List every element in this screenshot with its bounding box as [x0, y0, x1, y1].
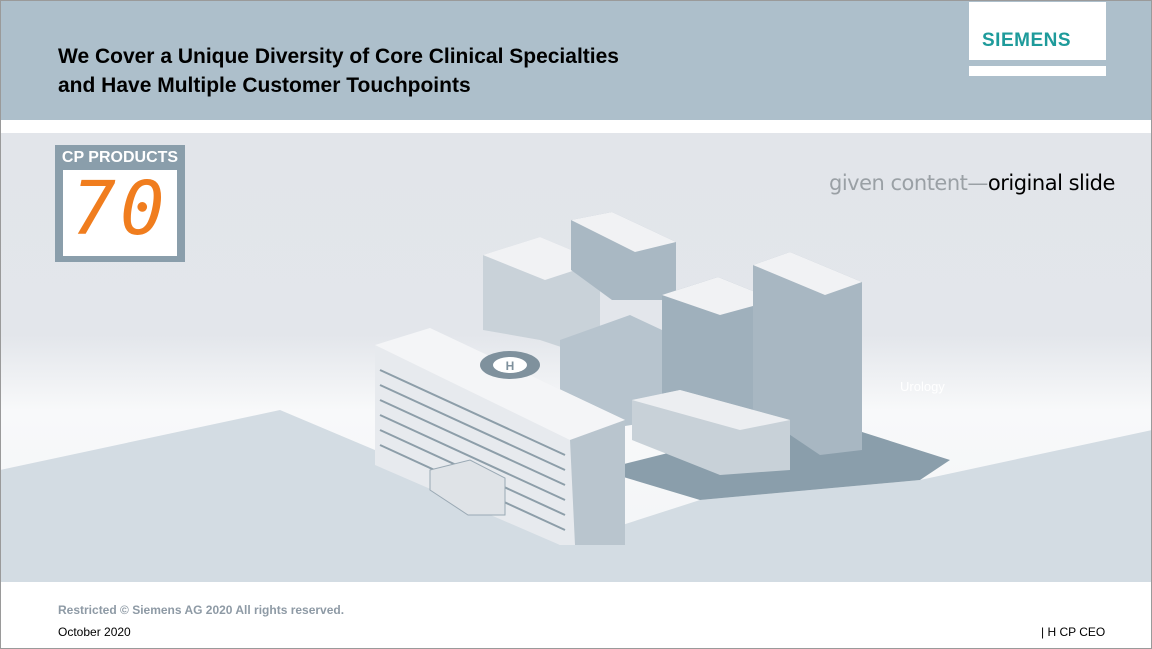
hospital-illustration: H: [0, 212, 1152, 582]
slide-header: We Cover a Unique Diversity of Core Clin…: [0, 0, 1152, 120]
ground-plane: [0, 410, 1152, 582]
caption-gray: given content—: [829, 171, 988, 195]
svg-text:H: H: [506, 359, 515, 373]
faint-label: Urology: [900, 379, 945, 394]
cp-products-badge: CP PRODUCTS 70: [55, 145, 185, 262]
slide-caption: given content—original slide: [829, 171, 1115, 195]
hero-image: H CP PRODUCTS 70 given content—original …: [0, 133, 1152, 582]
badge-display: 70: [63, 166, 177, 256]
logo-text: SIEMENS: [982, 30, 1072, 51]
badge-label: CP PRODUCTS: [61, 149, 179, 166]
copyright-notice: Restricted © Siemens AG 2020 All rights …: [58, 603, 345, 617]
badge-number: 70: [71, 166, 169, 252]
slide-title: We Cover a Unique Diversity of Core Clin…: [58, 42, 619, 100]
title-line-1: We Cover a Unique Diversity of Core Clin…: [58, 45, 619, 68]
footer-department: | H CP CEO: [1041, 625, 1106, 639]
siemens-logo: SIEMENS: [969, 2, 1106, 60]
entrance-canopy: [429, 459, 506, 516]
title-line-2: and Have Multiple Customer Touchpoints: [58, 74, 471, 97]
footer-date: October 2020: [58, 625, 131, 639]
caption-black: original slide: [987, 171, 1116, 195]
logo-underline: [969, 66, 1106, 76]
